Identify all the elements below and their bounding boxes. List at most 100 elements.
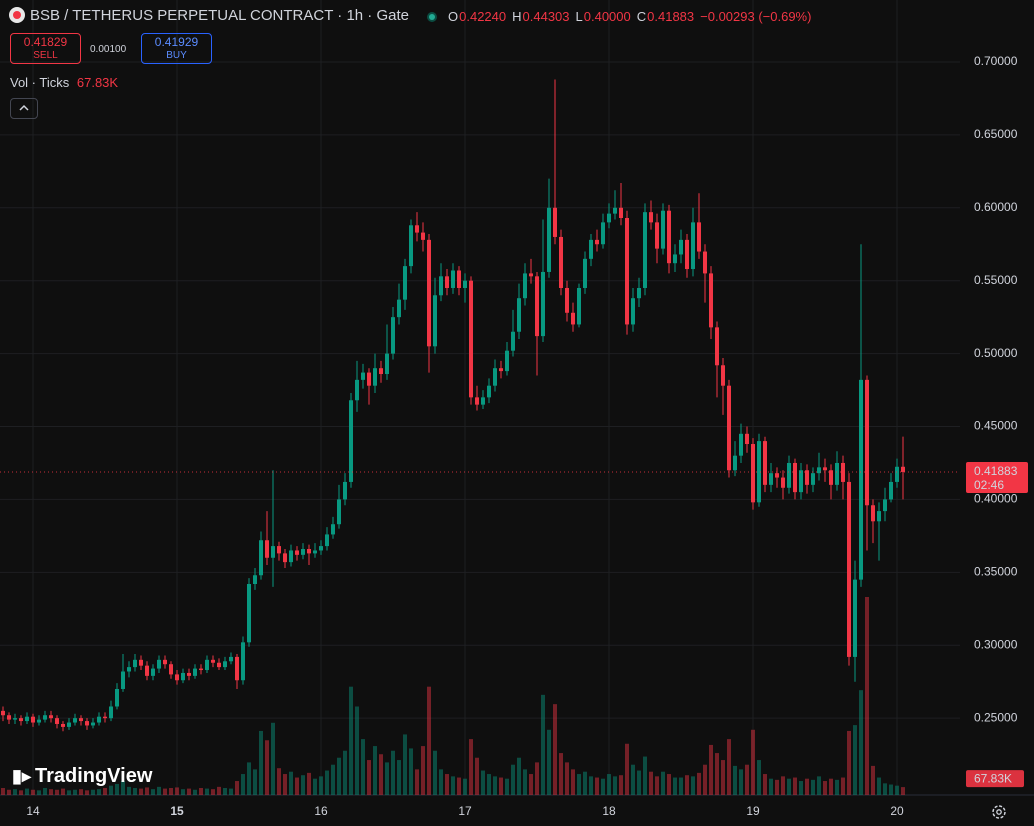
volume-bar xyxy=(331,764,335,795)
candle-body xyxy=(463,280,467,288)
candle-body xyxy=(535,276,539,337)
volume-bar xyxy=(835,779,839,795)
volume-bar xyxy=(169,788,173,795)
icon xyxy=(9,7,25,23)
volume-bar xyxy=(151,789,155,795)
candle-body xyxy=(127,667,131,672)
volume-bar xyxy=(205,788,209,795)
symbol-title[interactable]: BSB / TETHERUS PERPETUAL CONTRACT · 1h ·… xyxy=(30,7,409,24)
y-tick-label: 0.60000 xyxy=(974,200,1018,214)
last-price-label: 0.41883 xyxy=(974,464,1018,478)
volume-bar xyxy=(649,771,653,795)
candle-body xyxy=(133,659,137,668)
volume-bar xyxy=(505,778,509,795)
candle-body xyxy=(625,217,629,325)
candle-body xyxy=(595,239,599,245)
volume-bar xyxy=(829,778,833,795)
volume-bar xyxy=(439,769,443,795)
volume-bar xyxy=(55,789,59,795)
volume-bar xyxy=(625,743,629,795)
y-tick-label: 0.50000 xyxy=(974,346,1018,360)
volume-bar xyxy=(739,769,743,795)
candle-body xyxy=(655,222,659,249)
candle-body xyxy=(901,466,905,472)
volume-bar xyxy=(853,725,857,795)
volume-bar xyxy=(643,756,647,795)
candle-body xyxy=(619,207,623,218)
volume-bar xyxy=(25,788,29,795)
candle-body xyxy=(757,441,761,503)
candle-body xyxy=(277,546,281,554)
candle-body xyxy=(433,295,437,347)
volume-bar xyxy=(157,786,161,795)
candle-body xyxy=(703,251,707,274)
brand-logo[interactable]: ▮▸ TradingView xyxy=(12,765,152,788)
candle-body xyxy=(91,722,95,726)
settings-button[interactable] xyxy=(990,803,1008,826)
buy-button[interactable]: 0.41929 BUY xyxy=(141,33,212,64)
candle-body xyxy=(457,270,461,288)
y-tick-label: 0.55000 xyxy=(974,273,1018,287)
volume-bar xyxy=(127,786,131,795)
candle-body xyxy=(331,524,335,535)
volume-bar xyxy=(133,788,137,795)
volume-bar xyxy=(187,788,191,795)
volume-bar xyxy=(631,764,635,795)
candle-body xyxy=(769,473,773,485)
candle-body xyxy=(865,379,869,506)
candle-body xyxy=(301,549,305,555)
candle-body xyxy=(325,534,329,547)
volume-bar xyxy=(679,777,683,795)
candle-body xyxy=(157,659,161,669)
volume-bar xyxy=(121,781,125,795)
candle-body xyxy=(337,499,341,525)
candle-body xyxy=(451,270,455,288)
candle-body xyxy=(709,273,713,328)
candle-body xyxy=(283,553,287,563)
candle-body xyxy=(421,232,425,240)
candle-body xyxy=(517,298,521,332)
candle-body xyxy=(415,225,419,233)
ohlc-value: 0.41883 xyxy=(647,9,695,24)
candle-body xyxy=(61,723,65,727)
volume-bar xyxy=(469,739,473,795)
candle-body xyxy=(601,222,605,245)
volume-bar xyxy=(619,775,623,795)
candle-body xyxy=(247,584,251,643)
x-tick-label: 18 xyxy=(602,804,616,818)
volume-bar xyxy=(763,774,767,795)
candle-body xyxy=(475,397,479,405)
x-tick-label: 20 xyxy=(890,804,904,818)
candle-body xyxy=(193,668,197,676)
volume-bar xyxy=(613,776,617,795)
volume-bar xyxy=(559,753,563,795)
dot xyxy=(427,12,437,22)
y-tick-label: 0.25000 xyxy=(974,710,1018,724)
collapse-button[interactable] xyxy=(10,98,38,119)
volume-bar xyxy=(865,597,869,795)
candle-body xyxy=(265,540,269,558)
candle-body xyxy=(697,222,701,252)
indicator-legend[interactable]: Vol · Ticks 67.83K xyxy=(10,75,118,90)
volume-bar xyxy=(889,784,893,795)
volume-bar xyxy=(703,764,707,795)
candle-body xyxy=(55,718,59,724)
candle-body xyxy=(733,455,737,471)
volume-bar xyxy=(901,787,905,795)
y-tick-label: 0.35000 xyxy=(974,565,1018,579)
volume-bar xyxy=(343,750,347,795)
candle-body xyxy=(673,254,677,264)
candle-body xyxy=(493,368,497,386)
sell-price: 0.41829 xyxy=(23,35,68,49)
candle-body xyxy=(307,549,311,554)
candle-body xyxy=(781,477,785,488)
sell-button[interactable]: 0.41829 SELL xyxy=(10,33,81,64)
volume-bar xyxy=(427,686,431,795)
volume-bar xyxy=(727,739,731,795)
y-tick-label: 0.65000 xyxy=(974,127,1018,141)
candle-body xyxy=(427,239,431,347)
volume-bar xyxy=(541,694,545,795)
volume-bar xyxy=(367,760,371,795)
volume-bar xyxy=(199,788,203,795)
